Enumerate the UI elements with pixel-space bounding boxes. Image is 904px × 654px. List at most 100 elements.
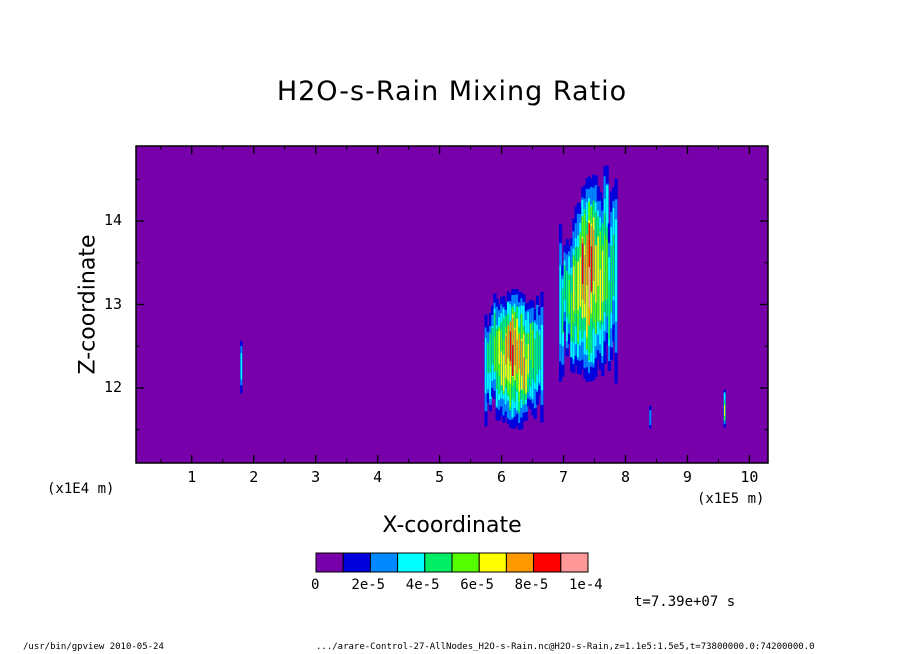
colorbar-label-5: 1e-4 — [569, 577, 603, 593]
colorbar-label-3: 6e-5 — [460, 577, 494, 593]
x-tick-label-6: 6 — [497, 468, 507, 486]
colorbar-label-1: 2e-5 — [351, 577, 386, 593]
feature-streak — [614, 219, 618, 322]
feature-streak — [599, 269, 602, 321]
colorbar-swatch-0 — [315, 552, 344, 573]
feature-streak — [612, 234, 615, 296]
x-tick-label-8: 8 — [620, 468, 630, 486]
footer-source: .../arare-Control-27-AllNodes_H2O-s-Rain… — [316, 642, 815, 652]
feature-streak — [581, 243, 584, 284]
feature-streak — [514, 330, 516, 365]
feature-streak — [502, 354, 505, 391]
feature-2 — [484, 288, 544, 430]
colorbar-swatch-9 — [560, 552, 589, 573]
feature-streak — [592, 229, 595, 281]
y-axis-label: Z-coordinate — [75, 234, 101, 375]
precipitation-features — [240, 165, 726, 430]
feature-streak — [505, 335, 508, 365]
feature-streak — [527, 344, 530, 374]
colorbar-swatch-4 — [424, 552, 453, 573]
x-tick-label-7: 7 — [559, 468, 569, 486]
x-tick-label-9: 9 — [682, 468, 692, 486]
y-tick-label-14: 14 — [103, 211, 123, 230]
feature-streak — [518, 334, 521, 369]
feature-streak — [489, 333, 492, 373]
feature-streak — [511, 317, 514, 365]
feature-streak — [561, 288, 564, 334]
feature-streak — [493, 336, 496, 372]
colorbar-swatch-2 — [369, 552, 399, 573]
feature-streak — [588, 266, 591, 308]
feature-streak — [520, 341, 523, 376]
x-tick-label-1: 1 — [187, 468, 197, 486]
y-axis-ticks — [136, 178, 768, 431]
feature-streak — [610, 245, 613, 314]
y-tick-label-12: 12 — [103, 377, 123, 396]
feature-streak — [487, 342, 490, 374]
plot-area — [136, 146, 768, 463]
x-axis-ticks — [160, 146, 751, 463]
feature-streak — [608, 280, 611, 340]
feature-streak — [559, 265, 562, 345]
x-tick-label-3: 3 — [311, 468, 321, 486]
x-tick-label-4: 4 — [373, 468, 383, 486]
time-label: t=7.39e+07 s — [634, 594, 736, 610]
feature-streak — [579, 257, 582, 307]
colorbar-label-0: 0 — [311, 577, 320, 593]
feature-5 — [723, 390, 726, 428]
feature-streak — [507, 324, 510, 358]
feature-streak — [577, 261, 580, 311]
colorbar-swatch-3 — [397, 552, 426, 573]
feature-streak — [509, 331, 512, 362]
feature-streak — [538, 334, 541, 370]
x-axis-label: X-coordinate — [382, 513, 522, 538]
colorbar-swatch-5 — [451, 552, 480, 573]
feature-streak — [572, 266, 575, 311]
feature-streak — [570, 292, 573, 338]
feature-streak — [601, 250, 604, 302]
feature-streak — [649, 410, 652, 426]
feature-streak — [240, 353, 243, 380]
feature-streak — [491, 328, 494, 365]
feature-streak — [588, 223, 591, 285]
feature-4 — [649, 405, 652, 429]
feature-streak — [525, 359, 528, 393]
feature-streak — [590, 246, 593, 292]
feature-streak — [511, 344, 514, 376]
x-scale-factor: (x1E4 m) — [47, 481, 115, 497]
feature-3 — [558, 165, 618, 384]
colorbar-label-2: 4e-5 — [405, 577, 440, 593]
feature-streak — [534, 338, 537, 384]
feature-streak — [599, 231, 602, 308]
y-scale-factor: (x1E5 m) — [697, 491, 765, 507]
feature-streak — [595, 245, 597, 303]
feature-streak — [586, 260, 589, 338]
feature-streak — [566, 270, 569, 318]
feature-streak — [606, 239, 609, 300]
feature-streak — [498, 330, 501, 364]
feature-streak — [500, 351, 503, 386]
feature-streak — [516, 339, 519, 374]
colorbar-label-4: 8e-5 — [514, 577, 549, 593]
colorbar-swatch-6 — [478, 552, 507, 573]
feature-streak — [496, 330, 499, 372]
y-tick-label-13: 13 — [103, 294, 123, 313]
x-tick-label-5: 5 — [435, 468, 445, 486]
feature-streak — [523, 357, 525, 390]
feature-1 — [240, 340, 243, 394]
colorbar — [315, 552, 589, 573]
feature-streak — [540, 324, 544, 391]
x-tick-label-2: 2 — [249, 468, 259, 486]
feature-streak — [529, 323, 532, 360]
feature-streak — [536, 330, 539, 375]
feature-streak — [597, 236, 600, 287]
feature-streak — [575, 260, 578, 314]
feature-streak — [568, 280, 571, 314]
feature-streak — [584, 255, 586, 304]
footer-program: /usr/bin/gpview 2010-05-24 — [23, 642, 164, 652]
feature-streak — [484, 337, 488, 394]
colorbar-swatch-7 — [505, 552, 535, 573]
feature-streak — [724, 405, 726, 416]
feature-streak — [603, 234, 606, 301]
